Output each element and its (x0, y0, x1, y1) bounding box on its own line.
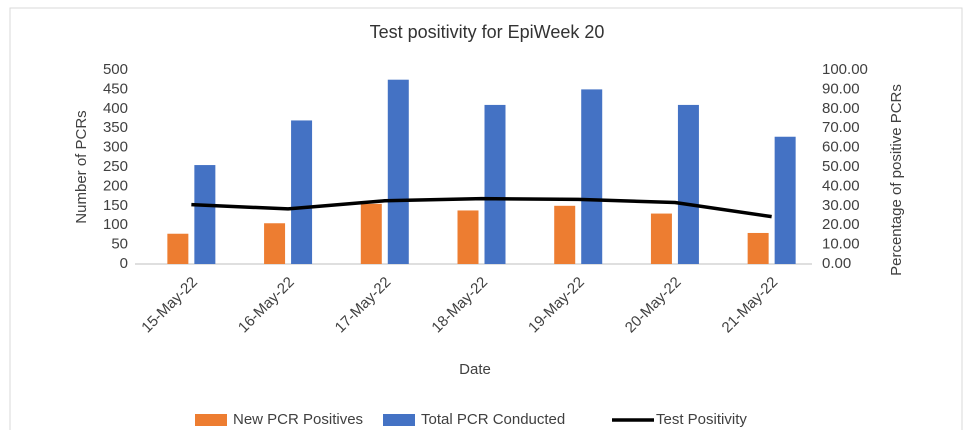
y-tick-label: 350 (103, 119, 128, 136)
y2-tick-label: 30.00 (822, 197, 860, 214)
legend-label: New PCR Positives (233, 411, 363, 428)
legend-swatch (195, 414, 227, 426)
y-tick-label: 500 (103, 61, 128, 78)
legend-swatch (383, 414, 415, 426)
y-tick-label: 450 (103, 80, 128, 97)
bar (581, 89, 603, 265)
bar (650, 213, 672, 264)
y2-tick-label: 50.00 (822, 158, 860, 175)
bar (194, 165, 216, 264)
bar (677, 104, 699, 264)
y-tick-label: 50 (111, 236, 128, 253)
y-tick-label: 150 (103, 197, 128, 214)
bar (291, 120, 313, 264)
y2-tick-label: 40.00 (822, 177, 860, 194)
bar (774, 136, 796, 264)
x-axis-title: Date (459, 361, 491, 378)
bar (167, 233, 189, 264)
y2-tick-label: 0.00 (822, 255, 851, 272)
y-tick-label: 400 (103, 100, 128, 117)
bar (360, 203, 382, 264)
y-axis-title: Number of PCRs (73, 110, 90, 223)
chart-title: Test positivity for EpiWeek 20 (370, 22, 605, 42)
legend-label: Test Positivity (656, 411, 747, 428)
y-tick-label: 200 (103, 177, 128, 194)
y2-tick-label: 60.00 (822, 139, 860, 156)
y-tick-label: 300 (103, 139, 128, 156)
legend-label: Total PCR Conducted (421, 411, 565, 428)
y2-tick-label: 20.00 (822, 216, 860, 233)
y2-tick-label: 70.00 (822, 119, 860, 136)
y2-tick-label: 10.00 (822, 236, 860, 253)
bar (484, 104, 506, 264)
y-tick-label: 250 (103, 158, 128, 175)
bar (387, 79, 409, 264)
y-tick-label: 100 (103, 216, 128, 233)
bar (264, 223, 286, 264)
bar (457, 210, 479, 264)
y-tick-label: 0 (120, 255, 128, 272)
y2-tick-label: 80.00 (822, 100, 860, 117)
bar (747, 232, 769, 264)
bar (554, 205, 576, 264)
y2-tick-label: 90.00 (822, 80, 860, 97)
y2-axis-title: Percentage of positive PCRs (888, 84, 905, 276)
y2-tick-label: 100.00 (822, 61, 868, 78)
line (191, 196, 772, 219)
